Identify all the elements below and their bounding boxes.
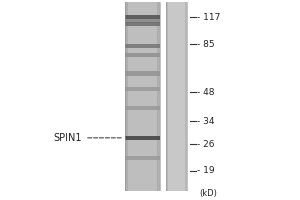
Text: - 19: - 19 <box>197 166 215 175</box>
Text: - 117: - 117 <box>197 13 221 22</box>
Text: (kD): (kD) <box>199 189 217 198</box>
Bar <box>125 44 160 48</box>
Bar <box>125 2 128 191</box>
Text: - 26: - 26 <box>197 140 215 149</box>
Bar <box>125 15 160 19</box>
Text: - 34: - 34 <box>197 117 215 126</box>
Bar <box>166 2 187 191</box>
Text: - 48: - 48 <box>197 88 215 97</box>
Text: - 85: - 85 <box>197 40 215 49</box>
Bar <box>125 136 160 140</box>
Bar <box>185 2 187 191</box>
Bar <box>125 156 160 160</box>
Bar <box>125 22 160 26</box>
Bar <box>125 71 160 76</box>
Bar <box>125 87 160 91</box>
Text: SPIN1: SPIN1 <box>53 133 82 143</box>
Bar <box>157 2 160 191</box>
Bar <box>125 106 160 110</box>
Bar <box>125 53 160 57</box>
Bar <box>166 2 168 191</box>
Bar <box>125 19 160 23</box>
Bar <box>125 2 160 191</box>
